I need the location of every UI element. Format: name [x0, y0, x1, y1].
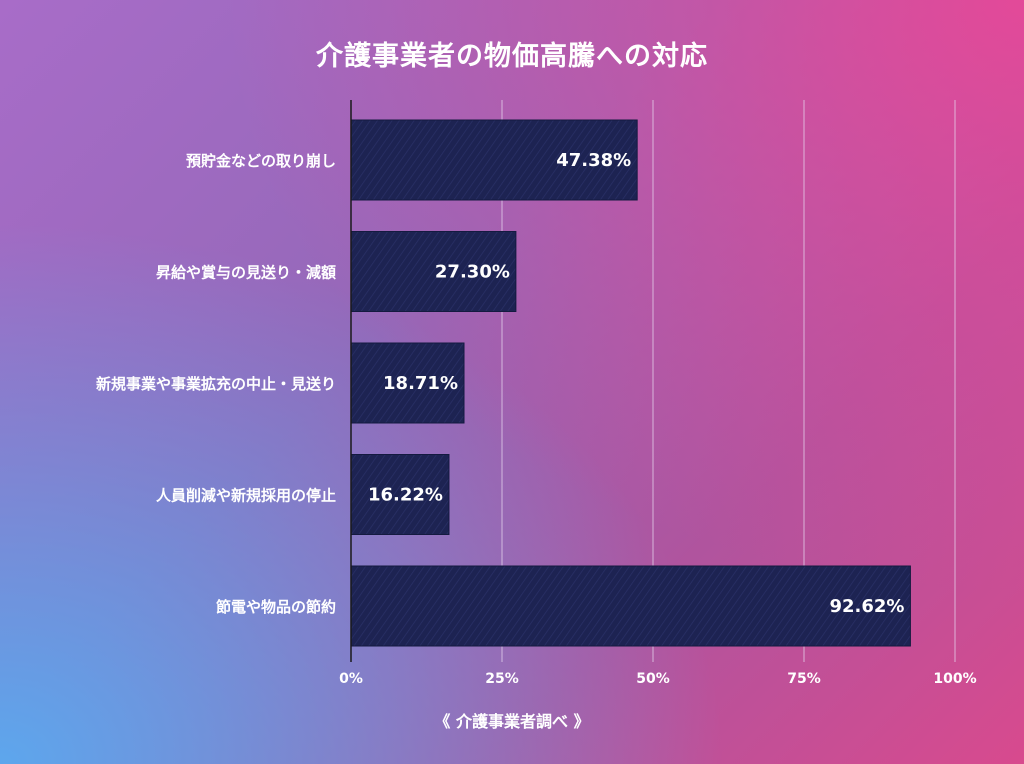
labels: 0% 25% 50% 75% 100% 47.38% 預貯金などの取り崩し 27.30% 昇給や… — [96, 150, 977, 687]
x-tick-label: 0% — [339, 671, 363, 687]
x-tick-label: 50% — [636, 671, 670, 687]
bar-value-label: 18.71% — [383, 373, 458, 394]
bar-value-label: 47.38% — [556, 150, 631, 171]
category-label: 昇給や賞与の見送り・減額 — [156, 264, 336, 282]
bar — [350, 454, 450, 535]
source-note: 《 介護事業者調べ 》 — [434, 712, 590, 731]
category-label: 新規事業や事業拡充の中止・見送り — [96, 375, 336, 393]
bars — [350, 119, 911, 647]
category-label: 人員削減や新規採用の停止 — [156, 487, 336, 505]
x-tick-label: 25% — [485, 671, 519, 687]
x-tick-label: 100% — [933, 671, 976, 687]
bar-value-label: 92.62% — [829, 596, 904, 617]
bar-value-label: 16.22% — [368, 485, 443, 506]
chart-title: 介護事業者の物価高騰への対応 — [316, 41, 708, 72]
category-label: 節電や物品の節約 — [216, 598, 336, 616]
x-tick-label: 75% — [787, 671, 821, 687]
bar-value-label: 27.30% — [435, 262, 510, 283]
bar — [350, 119, 638, 201]
bar — [350, 565, 911, 647]
category-label: 預貯金などの取り崩し — [186, 152, 336, 170]
